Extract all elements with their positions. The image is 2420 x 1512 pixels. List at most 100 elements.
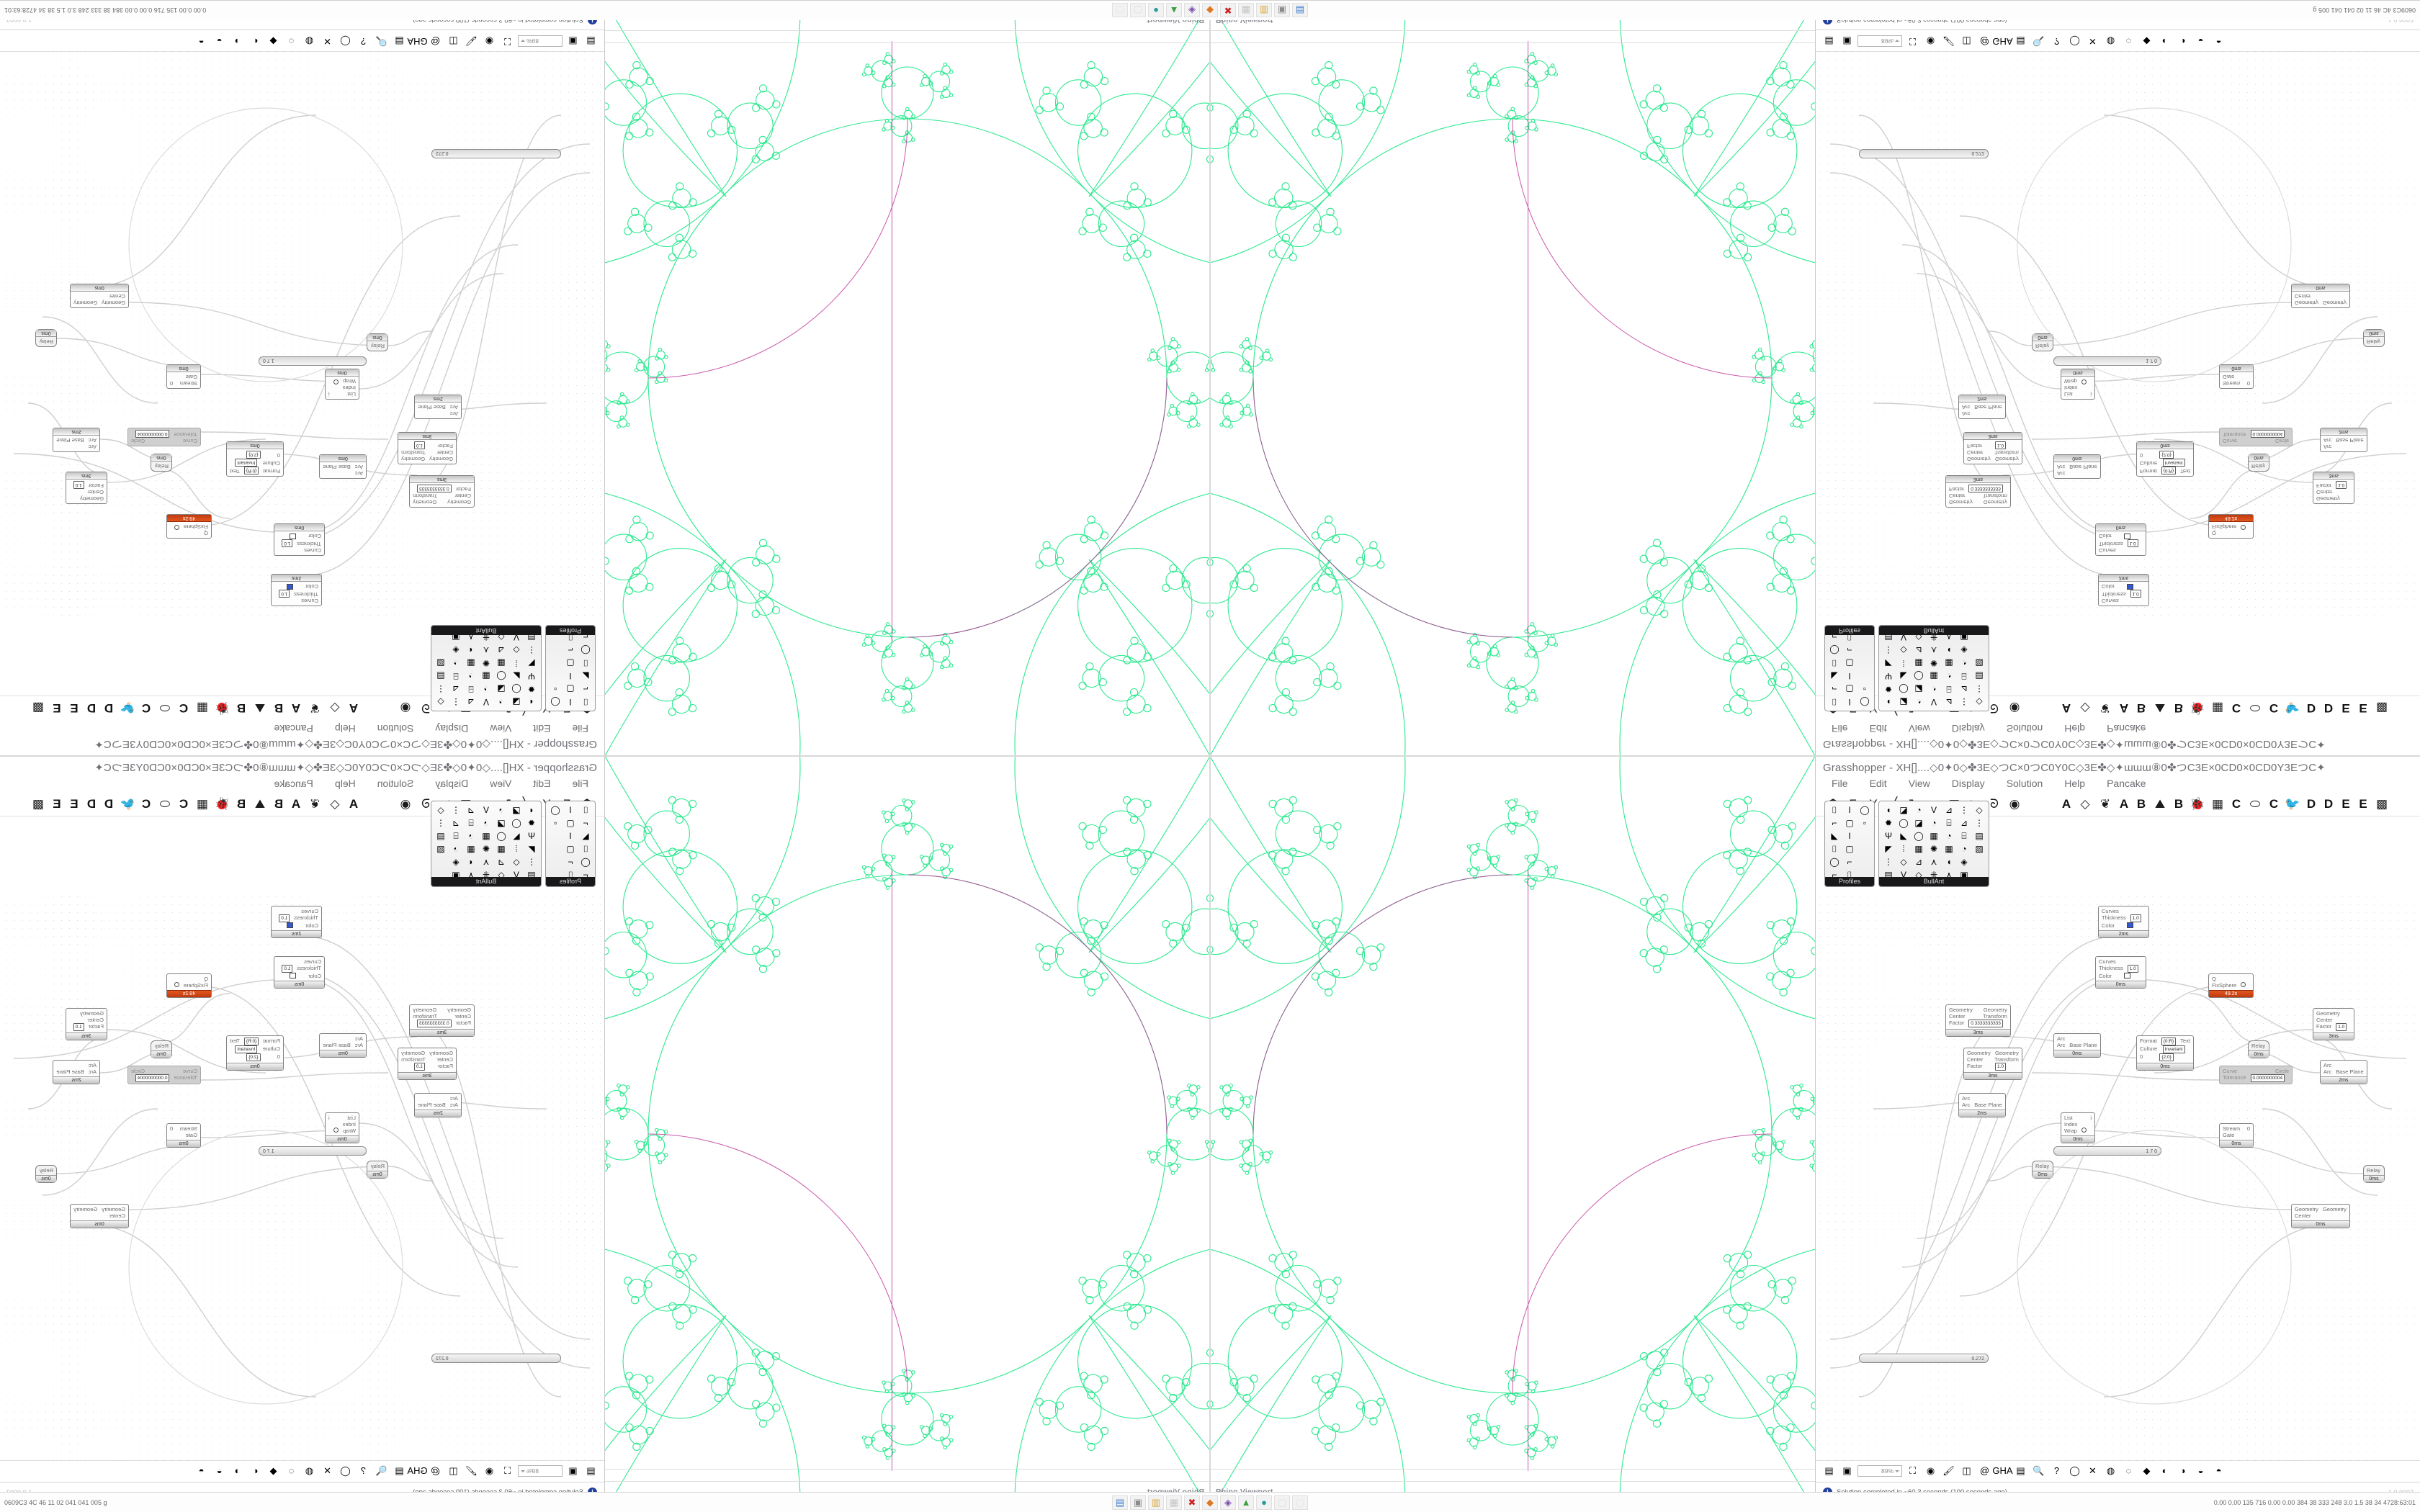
panel-icon-1-27[interactable]: ▦ (467, 843, 475, 854)
panel-icon-1-31[interactable]: ⊿ (1960, 684, 1968, 695)
gh-component[interactable]: Geometry Geometry Center Transform Facto… (409, 475, 475, 508)
new-file-icon[interactable]: ▤ (586, 36, 596, 48)
panel-icon-1-6[interactable]: ◪ (1899, 697, 1908, 708)
panel-icon-1-23[interactable]: ⁜ (1930, 869, 1938, 880)
panel-icon-1-7[interactable]: ◯ (511, 817, 521, 828)
rhino-viewport-window[interactable]: Rhino Viewport (1210, 0, 1815, 756)
panel-icon-0-5[interactable]: ⌐ (1832, 869, 1837, 880)
menu-item-help[interactable]: Help (2064, 778, 2086, 789)
color-swatch[interactable] (290, 534, 297, 539)
panel-icon-1-27[interactable]: ▦ (1945, 843, 1953, 854)
preview-teal-icon[interactable]: ◐ (252, 36, 259, 47)
search-icon[interactable]: 🔍 (375, 1464, 387, 1476)
panel-icon-1-24[interactable]: ⊿ (1945, 697, 1953, 708)
component-value[interactable]: 1.0 (2336, 1023, 2347, 1031)
panel-icon-0-8[interactable]: I (569, 671, 572, 682)
panel-icon-1-20[interactable]: ▦ (482, 830, 490, 841)
panel-icon-1-36[interactable]: ◇ (1976, 697, 1983, 708)
save-icon[interactable]: ▣ (1842, 36, 1852, 48)
panel-icon-0-7[interactable]: ▢ (1845, 817, 1854, 828)
panel-icon-1-36[interactable]: ◇ (437, 804, 444, 815)
component-value[interactable]: {2;0} (246, 451, 261, 459)
panel-icon-1-31[interactable]: ⊿ (452, 684, 460, 695)
balloon-icon[interactable]: ◯ (2069, 36, 2080, 48)
gh-component[interactable]: Curves Thickness 1.0 Color (274, 523, 325, 556)
panel-icon-0-7[interactable]: ▢ (566, 684, 575, 695)
preview-eye-icon[interactable]: ◉ (1926, 36, 1935, 48)
shade-white-icon[interactable]: ◌ (288, 1465, 295, 1476)
panel-icon-1-2[interactable]: Ψ (1884, 830, 1893, 841)
preview-green-icon[interactable]: ◑ (2179, 36, 2186, 47)
paint-icon[interactable]: 🖌 (465, 1464, 478, 1476)
grasshopper-menubar[interactable]: File Edit View Display Solution Help Pancake (0, 775, 604, 792)
panel-icon-1-10[interactable]: ◇ (513, 645, 520, 656)
panel-icon-0-9[interactable]: ▢ (1845, 843, 1854, 854)
display-eye-icon[interactable]: ◉ (2009, 796, 2020, 811)
icon-panel-bullant[interactable]: ◖ ✹ Ψ ◤ ⋮ ▤ ◪ ◯ ◣ ⦙ ◇ V ◔ ◪ ◯ ▦ ⊿ ◇ V ◔ ▦ ✺ ⋏ ⁜ ⊿ ⌸ ◔ ▦ ◖ ⋏ ⋮ ⊿ ⌸ ◔ ◈ ▣ ◇ ⋮ ▤ ▨… (431, 801, 542, 887)
gh-component[interactable]: Arc Arc Base Plane 2ms (1958, 395, 2006, 419)
panel-icon-1-0[interactable]: ◖ (1886, 697, 1891, 708)
app-purple-icon[interactable]: ◈ (1184, 3, 1200, 18)
panel-icon-1-19[interactable]: ◔ (483, 684, 489, 695)
panel-icon-1-31[interactable]: ⊿ (452, 817, 460, 828)
gh-component[interactable]: Relay 0ms (151, 454, 172, 472)
panel-icon-1-12[interactable]: ◔ (1916, 804, 1922, 815)
panel-icon-1-10[interactable]: ◇ (1900, 856, 1907, 867)
gh-component[interactable]: Curves Thickness 1.0 Color (271, 906, 322, 938)
panel-icon-1-28[interactable]: ◖ (1946, 645, 1952, 656)
tab-c-icon[interactable]: C (2231, 796, 2241, 811)
app-doc-icon[interactable]: ▦ (1166, 1495, 1182, 1510)
panel-icon-1-6[interactable]: ◪ (512, 697, 521, 708)
menu-item-solution[interactable]: Solution (377, 723, 414, 734)
gh-component[interactable]: Geometry Geometry Center 0ms (70, 284, 129, 308)
boolean-toggle[interactable] (333, 379, 339, 384)
component-value[interactable]: 1.0 (2127, 965, 2138, 973)
panel-icon-1-37[interactable]: ⋮ (1975, 817, 1984, 828)
app-doc-icon[interactable]: ▦ (1238, 3, 1254, 18)
component-value[interactable]: 1.0 (2127, 539, 2138, 547)
panel-icon-0-4[interactable]: ◯ (581, 856, 591, 867)
os-taskbar-bottom[interactable]: 0609C3 4C 46 11 02 041 041 005 g ▤ ▣ ▥ ▦ ✖ ◆ ◈… (0, 1492, 2420, 1512)
panel-icon-1-39[interactable]: ▨ (1975, 843, 1984, 854)
component-value[interactable]: 1.0 (282, 539, 293, 547)
component-icon-panels[interactable]: ⌷ ⌐ ◣ ⌷ ◯ ⌐ I ▢ I ▢ ⌐ ⌷ ◯ ▫ Profiles ◖ ✹ Ψ ◤ ⋮ ▤ ◪ ◯ ◣ ⦙ ◇ V ◔ ◪ ◯ ▦ ⊿… (1816, 801, 2420, 887)
icon-panel-profiles[interactable]: ⌷ ⌐ ◣ ⌷ ◯ ⌐ I ▢ I ▢ ⌐ ⌷ ◯ ▫ Profiles (1824, 801, 1875, 887)
grasshopper-canvas[interactable]: Curves Thickness 1.0 Color (0, 50, 604, 619)
gh-component[interactable]: Curves Thickness 1.0 Color (2098, 906, 2149, 938)
panel-icon-0-8[interactable]: I (1848, 671, 1851, 682)
panel-icon-1-33[interactable]: ◔ (1961, 658, 1967, 669)
panel-icon-1-22[interactable]: ⋏ (1930, 645, 1937, 656)
panel-icon-1-13[interactable]: ◪ (1914, 817, 1923, 828)
at-icon[interactable]: @ (1979, 36, 1990, 47)
menu-item-help[interactable]: Help (2064, 723, 2086, 734)
preview-blue-icon[interactable]: ◓ (2215, 1465, 2222, 1476)
app-orange-icon[interactable]: ◆ (1202, 3, 1218, 18)
gh-component[interactable]: Geometry Geometry Center Transform Facto… (398, 432, 457, 464)
grasshopper-menubar[interactable]: File Edit View Display Solution Help Pancake (1816, 775, 2420, 792)
panel-icon-0-1[interactable]: ⌐ (1832, 817, 1837, 828)
panel-icon-1-15[interactable]: ▦ (497, 658, 506, 669)
gh-component[interactable]: Relay 0ms (2363, 329, 2385, 347)
gh-component[interactable]: Relay 0ms (2032, 1161, 2053, 1179)
save-icon[interactable]: ▣ (568, 36, 578, 48)
app-green-icon[interactable]: ▲ (1238, 1495, 1254, 1510)
cross-wires-icon[interactable]: ✕ (323, 1464, 331, 1476)
panel-icon-1-37[interactable]: ⋮ (1975, 684, 1984, 695)
gh-component[interactable]: Curves Thickness 1.0 Color (274, 956, 325, 989)
gh-component[interactable]: Relay 0ms (2032, 333, 2053, 351)
gh-component[interactable]: Stream 0 Gate 0ms (166, 364, 201, 389)
zoom-extents-icon[interactable]: ⛶ (503, 1464, 511, 1476)
panel-icon-1-16[interactable]: ⊿ (497, 645, 506, 656)
gh-component[interactable]: Relay 0ms (2248, 1040, 2269, 1058)
ellipse-orange-icon[interactable]: ⬭ (2249, 796, 2261, 811)
capsule-icon[interactable]: ◫ (449, 1464, 458, 1476)
color-swatch[interactable] (290, 973, 297, 978)
menu-item-view[interactable]: View (1908, 778, 1930, 789)
boolean-toggle[interactable] (2241, 525, 2246, 530)
menu-item-view[interactable]: View (490, 723, 512, 734)
gh-component[interactable]: Arc Arc Base Plane 2ms (1958, 1093, 2006, 1117)
gha-assembly-icon[interactable]: GHA (1992, 36, 2013, 47)
panel-icon-1-25[interactable]: ⌸ (468, 684, 474, 695)
grasshopper-canvas[interactable]: Curves Thickness 1.0 Color (0, 893, 604, 1462)
capsule-icon[interactable]: ◫ (1962, 36, 1971, 48)
